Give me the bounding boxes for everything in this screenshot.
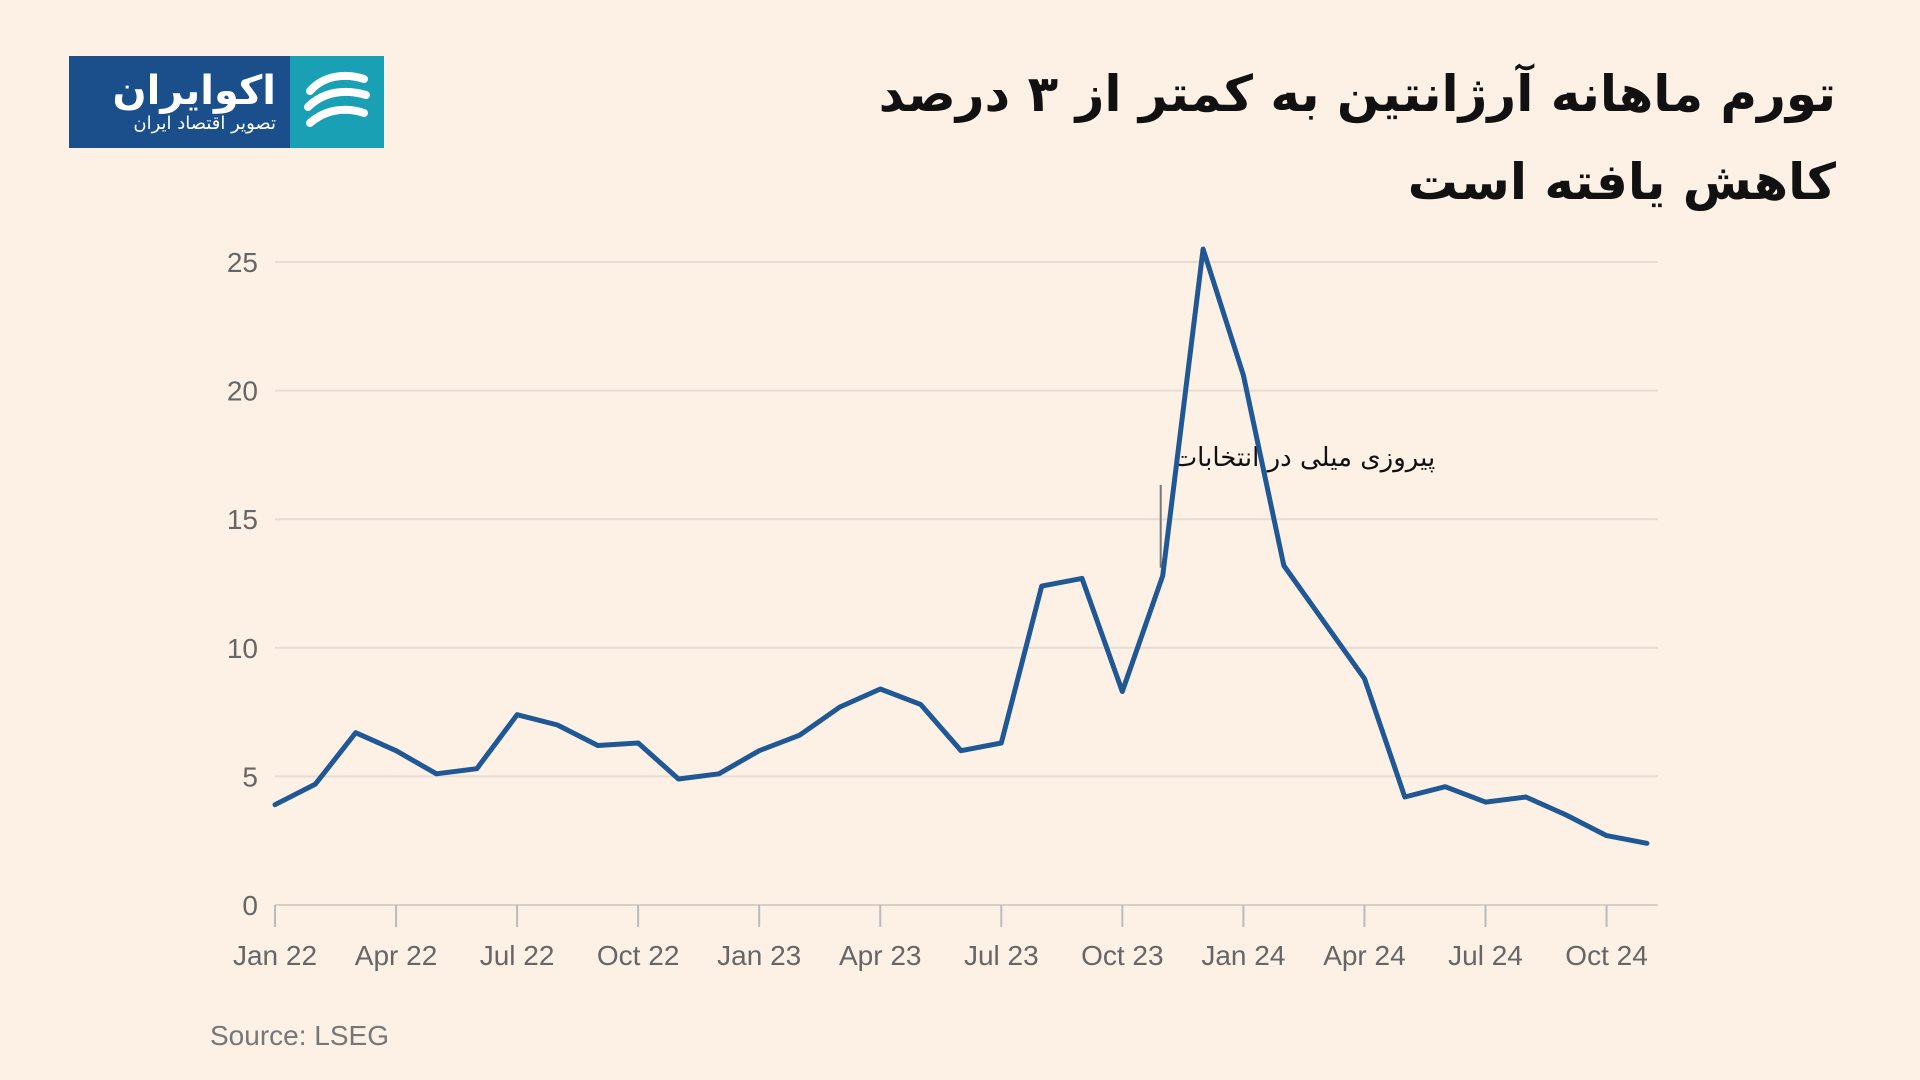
y-axis-ticks: 0 5 10 15 20 25: [227, 247, 258, 921]
data-point: [1524, 795, 1528, 799]
data-point: [838, 705, 842, 709]
data-point: [878, 687, 882, 691]
data-point: [1080, 576, 1084, 580]
x-tick-label: Jan 22: [233, 940, 317, 971]
data-point: [919, 702, 923, 706]
x-tick-label: Apr 24: [1323, 940, 1406, 971]
title-line-2: کاهش یافته است: [1407, 153, 1836, 211]
data-point: [677, 777, 680, 781]
data-point: [313, 782, 317, 786]
x-tick-label: Oct 22: [597, 940, 679, 971]
data-point: [1605, 834, 1609, 838]
x-tick-label: Oct 23: [1081, 940, 1163, 971]
y-tick-label: 25: [227, 247, 258, 278]
data-point: [717, 772, 721, 776]
data-point: [1443, 785, 1447, 789]
x-tick-label: Oct 24: [1565, 940, 1647, 971]
data-point: [1362, 677, 1366, 681]
x-tick-label: Jan 23: [717, 940, 801, 971]
x-tick-label: Jul 24: [1448, 940, 1523, 971]
annotation: پیروزی میلی در انتخابات: [1159, 443, 1436, 568]
grid-lines: [275, 261, 1658, 778]
series-layer: [272, 246, 1650, 846]
y-tick-label: 0: [242, 890, 258, 921]
logo: اکوایران تصویر اقتصاد ایران: [69, 56, 384, 148]
data-point: [394, 749, 398, 753]
data-point: [596, 744, 600, 748]
x-tick-label: Jan 24: [1201, 940, 1285, 971]
y-tick-label: 5: [242, 761, 258, 792]
logo-tagline: تصویر اقتصاد ایران: [133, 113, 276, 134]
data-point: [1201, 247, 1205, 251]
chart-title: تورم ماهانه آرژانتین به کمتر از ۳ درصد ک…: [736, 50, 1836, 226]
data-point: [1040, 584, 1044, 588]
y-tick-label: 20: [227, 376, 258, 407]
x-tick-label: Apr 23: [839, 940, 922, 971]
data-point: [757, 749, 761, 753]
data-point: [1161, 574, 1165, 578]
data-point: [434, 772, 438, 776]
title-line-1: تورم ماهانه آرژانتین به کمتر از ۳ درصد: [878, 65, 1836, 123]
logo-text: اکوایران تصویر اقتصاد ایران: [69, 56, 290, 148]
data-point: [959, 749, 963, 753]
y-tick-label: 15: [227, 504, 258, 535]
data-point: [1645, 841, 1649, 845]
data-point: [1120, 690, 1124, 694]
data-point: [1241, 373, 1245, 377]
data-point: [475, 767, 479, 771]
source-note: Source: LSEG: [210, 1020, 389, 1051]
data-point: [555, 723, 559, 727]
data-point: [798, 733, 802, 737]
logo-mark-icon: [290, 56, 384, 148]
y-tick-label: 10: [227, 633, 258, 664]
x-tick-label: Apr 22: [355, 940, 438, 971]
x-tick-label: Jul 23: [964, 940, 1039, 971]
data-point: [636, 741, 640, 745]
x-axis-ticks: Jan 22 Apr 22 Jul 22 Oct 22 Jan 23 Apr 23 Jul …: [233, 905, 1648, 971]
data-point: [1484, 800, 1487, 804]
data-point: [1403, 795, 1407, 799]
x-tick-label: Jul 22: [480, 940, 555, 971]
logo-name: اکوایران: [112, 68, 276, 114]
series-line: [272, 246, 1650, 846]
data-point: [1322, 620, 1326, 624]
data-point: [1282, 563, 1286, 567]
data-point: [1564, 813, 1568, 817]
data-point: [354, 731, 358, 735]
data-point: [999, 741, 1003, 745]
annotation-label: پیروزی میلی در انتخابات: [1173, 443, 1436, 473]
data-point: [273, 803, 277, 807]
data-point: [515, 713, 519, 717]
